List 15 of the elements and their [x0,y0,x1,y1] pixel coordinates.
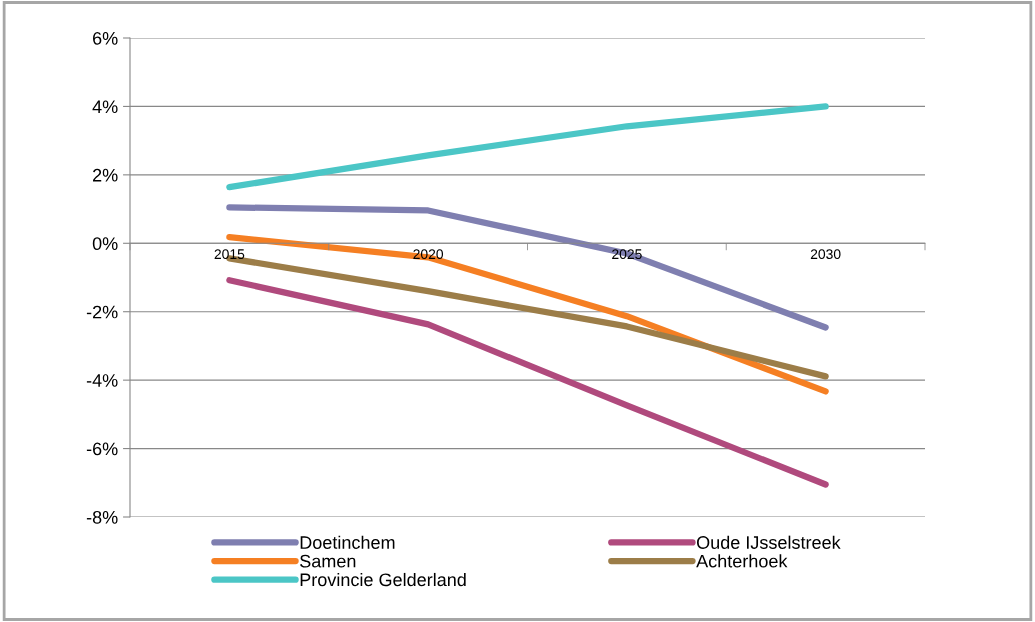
legend-label: Doetinchem [300,535,395,549]
legend-label: Achterhoek [696,554,788,568]
y-tick-label: -6% [86,442,118,456]
legend-label: Oude IJsselstreek [696,535,841,549]
legend-label: Samen [300,554,356,568]
y-tick-label: -8% [86,510,118,524]
y-tick-label: 0% [92,237,118,251]
x-tick-label: 2015 [214,249,245,260]
y-tick-label: 6% [93,31,118,45]
y-tick-label: -4% [86,374,118,387]
y-tick-label: -2% [86,305,118,319]
legend-label: Provincie Gelderland [300,572,466,587]
y-tick-label: 2% [93,168,118,182]
y-tick-label: 4% [92,100,118,114]
x-tick-label: 2030 [810,249,841,260]
